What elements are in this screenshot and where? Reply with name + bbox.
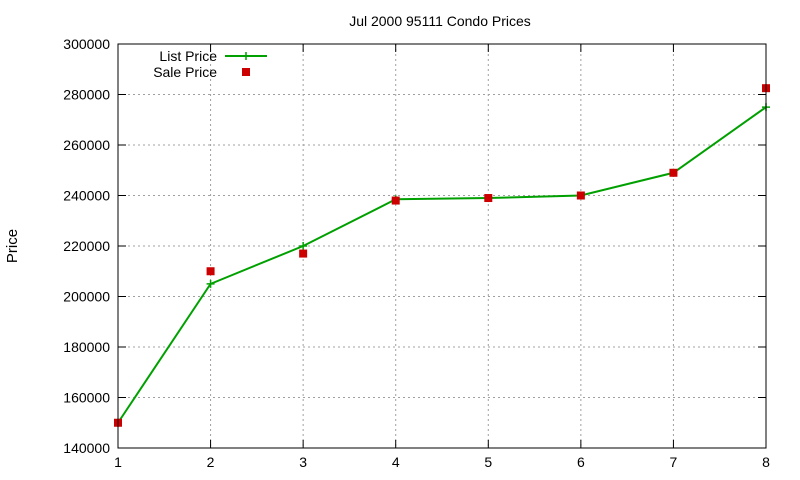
tick-labels: 140000 160000 180000 200000 220000 240000 2600… <box>63 36 770 470</box>
plot-border <box>117 43 767 449</box>
sale-price-point <box>484 194 493 203</box>
x-tick-label: 2 <box>207 454 215 470</box>
list-price-point <box>206 279 215 288</box>
y-tick-label: 180000 <box>63 339 110 355</box>
sale-price-point <box>299 249 308 258</box>
y-tick-label: 160000 <box>63 390 110 406</box>
y-tick-label: 200000 <box>63 289 110 305</box>
x-tick-label: 1 <box>114 454 122 470</box>
y-tick-label: 240000 <box>63 188 110 204</box>
y-tick-label: 140000 <box>63 440 110 456</box>
x-tick-label: 4 <box>392 454 400 470</box>
series-points <box>114 84 770 427</box>
x-tick-label: 8 <box>762 454 770 470</box>
x-tick-label: 6 <box>577 454 585 470</box>
legend-label-list-price: List Price <box>159 48 217 64</box>
x-tick-label: 7 <box>670 454 678 470</box>
sale-price-point <box>576 191 585 200</box>
sale-price-point <box>206 267 215 276</box>
x-tick-label: 5 <box>484 454 492 470</box>
y-tick-label: 300000 <box>63 36 110 52</box>
y-axis-label: Price <box>4 229 21 263</box>
y-tick-label: 260000 <box>63 137 110 153</box>
list-price-point <box>299 242 308 250</box>
x-tick-label: 3 <box>299 454 307 470</box>
sale-price-point <box>391 196 400 205</box>
y-tick-label: 220000 <box>63 238 110 254</box>
legend-marker-list-price <box>242 52 250 60</box>
chart-title: Jul 2000 95111 Condo Prices <box>349 13 531 29</box>
grid <box>118 44 766 448</box>
legend-label-sale-price: Sale Price <box>153 64 217 80</box>
series-lines <box>117 106 767 424</box>
y-tick-label: 280000 <box>63 87 110 103</box>
sale-price-point <box>669 168 678 177</box>
list-price-line <box>117 106 767 424</box>
legend-swatch-sale-price <box>242 68 250 76</box>
